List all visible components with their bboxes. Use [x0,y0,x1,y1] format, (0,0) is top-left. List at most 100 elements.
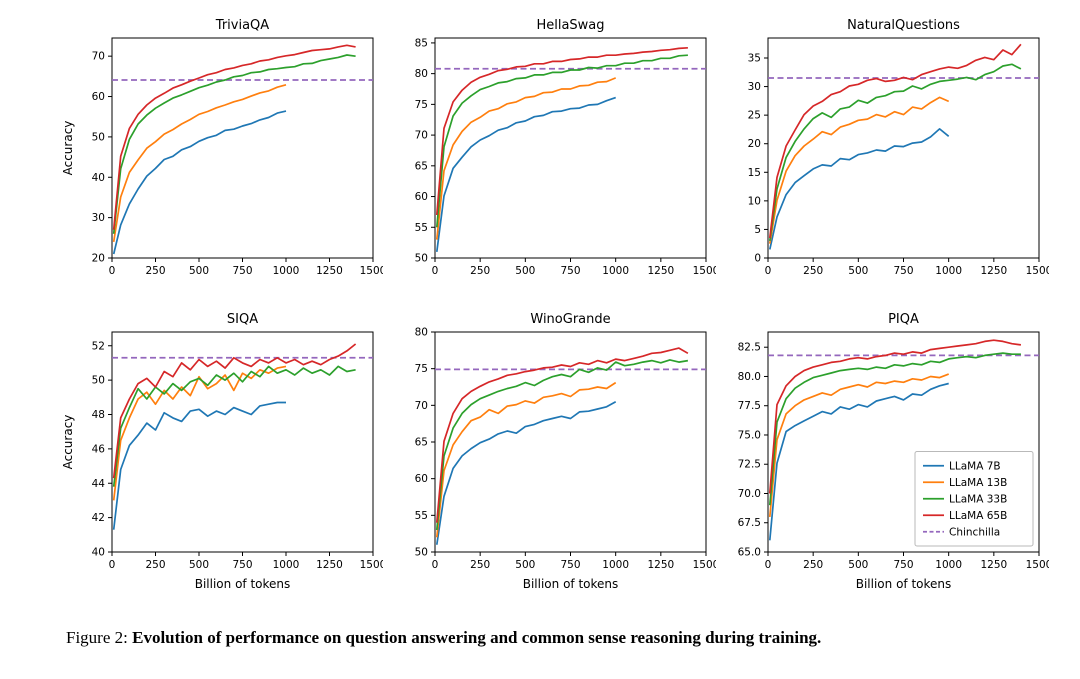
y-tick-label: 0 [754,253,761,265]
y-tick-label: 70.0 [738,488,761,500]
y-tick-label: 48 [92,409,105,421]
series-llama-33b [112,365,356,487]
y-axis: 40 42 44 46 48 50 52 [92,340,112,559]
x-tick-label: 500 [515,265,535,277]
x-tick-label: 1250 [647,559,674,571]
x-tick-label: 1250 [980,265,1007,277]
chart-title: PIQA [888,312,919,327]
series-llama-13b [435,381,617,538]
x-axis-label: Billion of tokens [523,577,619,591]
series-llama-7b [768,382,949,541]
series-llama-13b [112,365,287,501]
series-llama-7b [112,401,286,530]
series-llama-65b [768,339,1022,494]
y-axis: 50 55 60 65 70 75 80 85 [415,37,435,265]
y-tick-label: 75 [415,363,428,375]
y-tick-label: 50 [92,375,105,387]
y-tick-label: 30 [92,212,105,224]
y-axis: 65.0 67.5 70.0 72.5 75.0 77.5 80.0 82.5 [738,342,768,559]
y-axis: 20 30 40 50 60 70 [92,51,112,265]
y-tick-label: 40 [92,547,105,559]
series-llama-65b [435,46,688,216]
y-tick-label: 80 [415,327,428,339]
series-llama-33b [435,359,689,531]
chart-title: WinoGrande [530,312,610,327]
x-tick-label: 0 [109,265,116,277]
x-tick-label: 1000 [602,265,629,277]
y-tick-label: 75.0 [738,429,761,441]
x-tick-label: 1250 [980,559,1007,571]
y-tick-label: 35 [748,53,761,65]
caption-label: Figure 2: [66,628,133,647]
x-tick-label: 250 [145,265,165,277]
y-tick-label: 50 [415,253,428,265]
y-tick-label: 72.5 [738,459,761,471]
y-tick-label: 70 [415,400,428,412]
series-llama-13b [768,373,950,517]
chart-title: SIQA [227,312,258,327]
y-tick-label: 50 [92,131,105,143]
series-llama-65b [112,44,356,230]
y-tick-label: 42 [92,512,105,524]
series-llama-7b [768,128,950,250]
y-tick-label: 77.5 [738,400,761,412]
y-tick-label: 46 [92,443,106,455]
y-tick-label: 25 [748,110,761,122]
x-tick-label: 250 [145,559,165,571]
plot-frame [111,37,374,259]
x-tick-label: 500 [515,559,535,571]
y-tick-label: 65 [415,437,428,449]
series-llama-33b [435,54,688,228]
x-tick-label: 250 [470,559,490,571]
plot-frame [111,331,374,553]
y-tick-label: 52 [92,340,105,352]
y-tick-label: 55 [415,222,428,234]
x-tick-label: 750 [560,265,580,277]
y-tick-label: 65 [415,160,428,172]
y-tick-label: 60 [92,91,105,103]
y-tick-label: 82.5 [738,342,761,354]
x-axis-label: Billion of tokens [856,577,952,591]
x-tick-label: 0 [432,559,439,571]
x-tick-label: 750 [893,559,913,571]
charts-grid: 0250500750100012501500203040506070Trivia… [58,12,1080,604]
legend-label: Chinchilla [949,526,1000,538]
y-axis: 0 5 10 15 20 25 30 35 [748,53,768,265]
x-tick-label: 1250 [316,265,343,277]
x-tick-label: 250 [470,265,490,277]
y-tick-label: 50 [415,547,428,559]
x-tick-label: 1000 [273,559,300,571]
y-axis: 50 55 60 65 70 75 80 [415,327,435,559]
x-tick-label: 1000 [273,265,300,277]
y-tick-label: 20 [92,253,105,265]
y-tick-label: 30 [748,81,761,93]
series-llama-7b [435,400,617,545]
series-llama-65b [112,343,357,479]
figure-caption: Figure 2: Evolution of performance on qu… [66,628,1080,648]
series-llama-7b [435,96,616,253]
x-axis-label: Billion of tokens [195,577,291,591]
y-axis-label: Accuracy [61,415,75,470]
x-tick-label: 1000 [935,265,962,277]
y-axis-label: Accuracy [61,121,75,176]
y-tick-label: 40 [92,172,105,184]
legend-label: LLaMA 7B [949,460,1001,472]
x-tick-label: 250 [803,559,823,571]
series-llama-33b [768,352,1021,506]
y-tick-label: 20 [748,138,761,150]
y-tick-label: 44 [92,478,106,490]
x-tick-label: 500 [189,265,209,277]
x-tick-label: 0 [432,265,439,277]
legend-label: LLaMA 13B [949,477,1007,489]
